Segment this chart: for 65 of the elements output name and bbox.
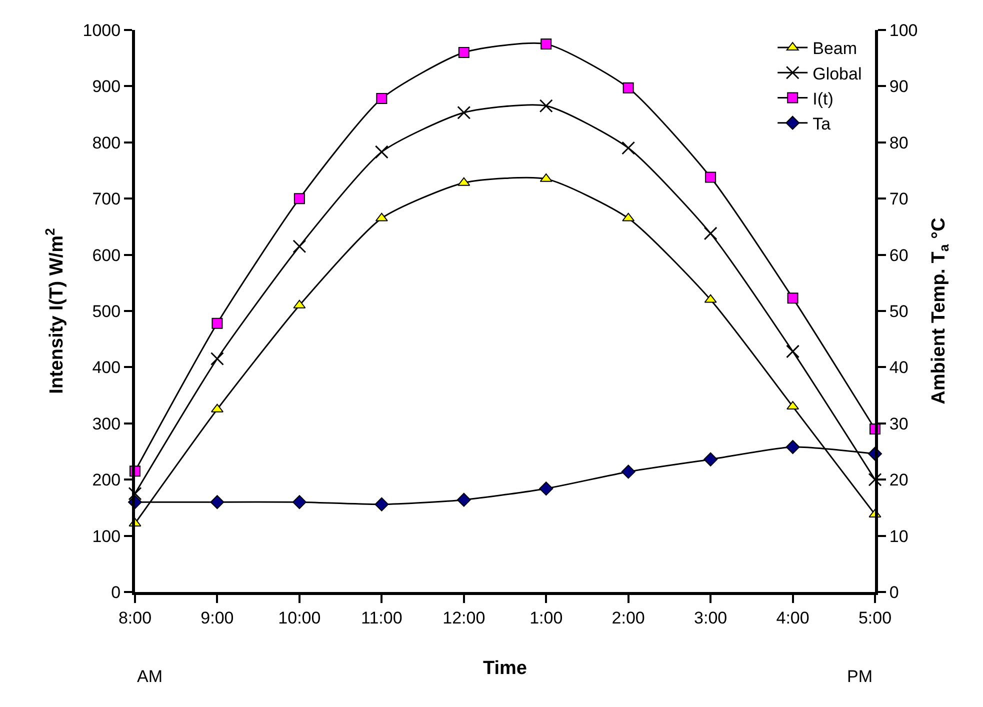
y-tick-label: 400 [92, 358, 121, 378]
y2-tick-label: 80 [889, 133, 908, 152]
legend-label: Beam [812, 39, 858, 58]
y2-tick-label: 40 [889, 358, 908, 378]
y-tick-label: 200 [92, 470, 121, 490]
point [212, 318, 223, 329]
point [540, 38, 552, 50]
legend-label: I(t) [812, 89, 834, 108]
y2-tick-label: 0 [889, 582, 899, 602]
point [210, 352, 224, 366]
y-tick-label: 0 [111, 582, 121, 602]
y-tick-label: 500 [92, 302, 121, 321]
point [458, 46, 470, 58]
x-tick-label: 4:00 [776, 608, 810, 628]
y2-tick-label: 60 [889, 246, 908, 265]
point [621, 464, 636, 479]
point [374, 497, 389, 512]
x-tick-label: 12:00 [442, 608, 486, 628]
point [292, 495, 306, 510]
y2-tick-label: 70 [889, 190, 908, 209]
x-axis-title: Time [482, 658, 528, 680]
y-tick-label: 900 [92, 77, 121, 96]
point [622, 82, 634, 94]
point [704, 226, 718, 240]
y-tick-label: 700 [92, 190, 121, 209]
point [292, 240, 306, 254]
y2-tick-label: 20 [889, 470, 908, 490]
y2-tick-label: 50 [889, 302, 908, 321]
point [210, 495, 224, 510]
y2-tick-label: 10 [889, 526, 908, 546]
text: AM [137, 667, 162, 686]
x-tick-label: 2:00 [612, 608, 645, 628]
x-tick-label: 1:00 [530, 608, 563, 628]
point [787, 292, 798, 304]
x-tick-label: 11:00 [361, 608, 402, 628]
y2-tick-label: 30 [889, 414, 908, 434]
x-tick-label: 10:00 [278, 608, 321, 628]
point [786, 344, 800, 358]
x-tick-label: 9:00 [200, 608, 234, 628]
y-tick-label: 600 [92, 246, 121, 265]
point [294, 193, 305, 204]
legend-label: Ta [812, 114, 832, 134]
x-tick-label: 3:00 [694, 608, 728, 628]
y2-tick-label: 100 [889, 20, 918, 40]
point [457, 106, 471, 120]
point [786, 440, 800, 454]
y-tick-label: 800 [92, 133, 121, 152]
text: PM [847, 667, 872, 686]
point [539, 99, 553, 113]
point [704, 452, 718, 466]
y2-tick-label: 90 [889, 77, 908, 96]
y-tick-label: 300 [92, 414, 121, 434]
point [539, 482, 554, 496]
x-tick-label: 8:00 [118, 608, 152, 628]
legend-label: Global [812, 64, 862, 84]
point [705, 172, 716, 183]
y-tick-label: 1000 [82, 20, 121, 40]
point [374, 145, 388, 159]
point [868, 472, 882, 486]
point [376, 93, 388, 104]
point [456, 492, 471, 507]
y-tick-label: 100 [92, 526, 121, 546]
point [622, 141, 636, 155]
point [128, 486, 142, 500]
x-tick-label: 5:00 [858, 608, 892, 628]
